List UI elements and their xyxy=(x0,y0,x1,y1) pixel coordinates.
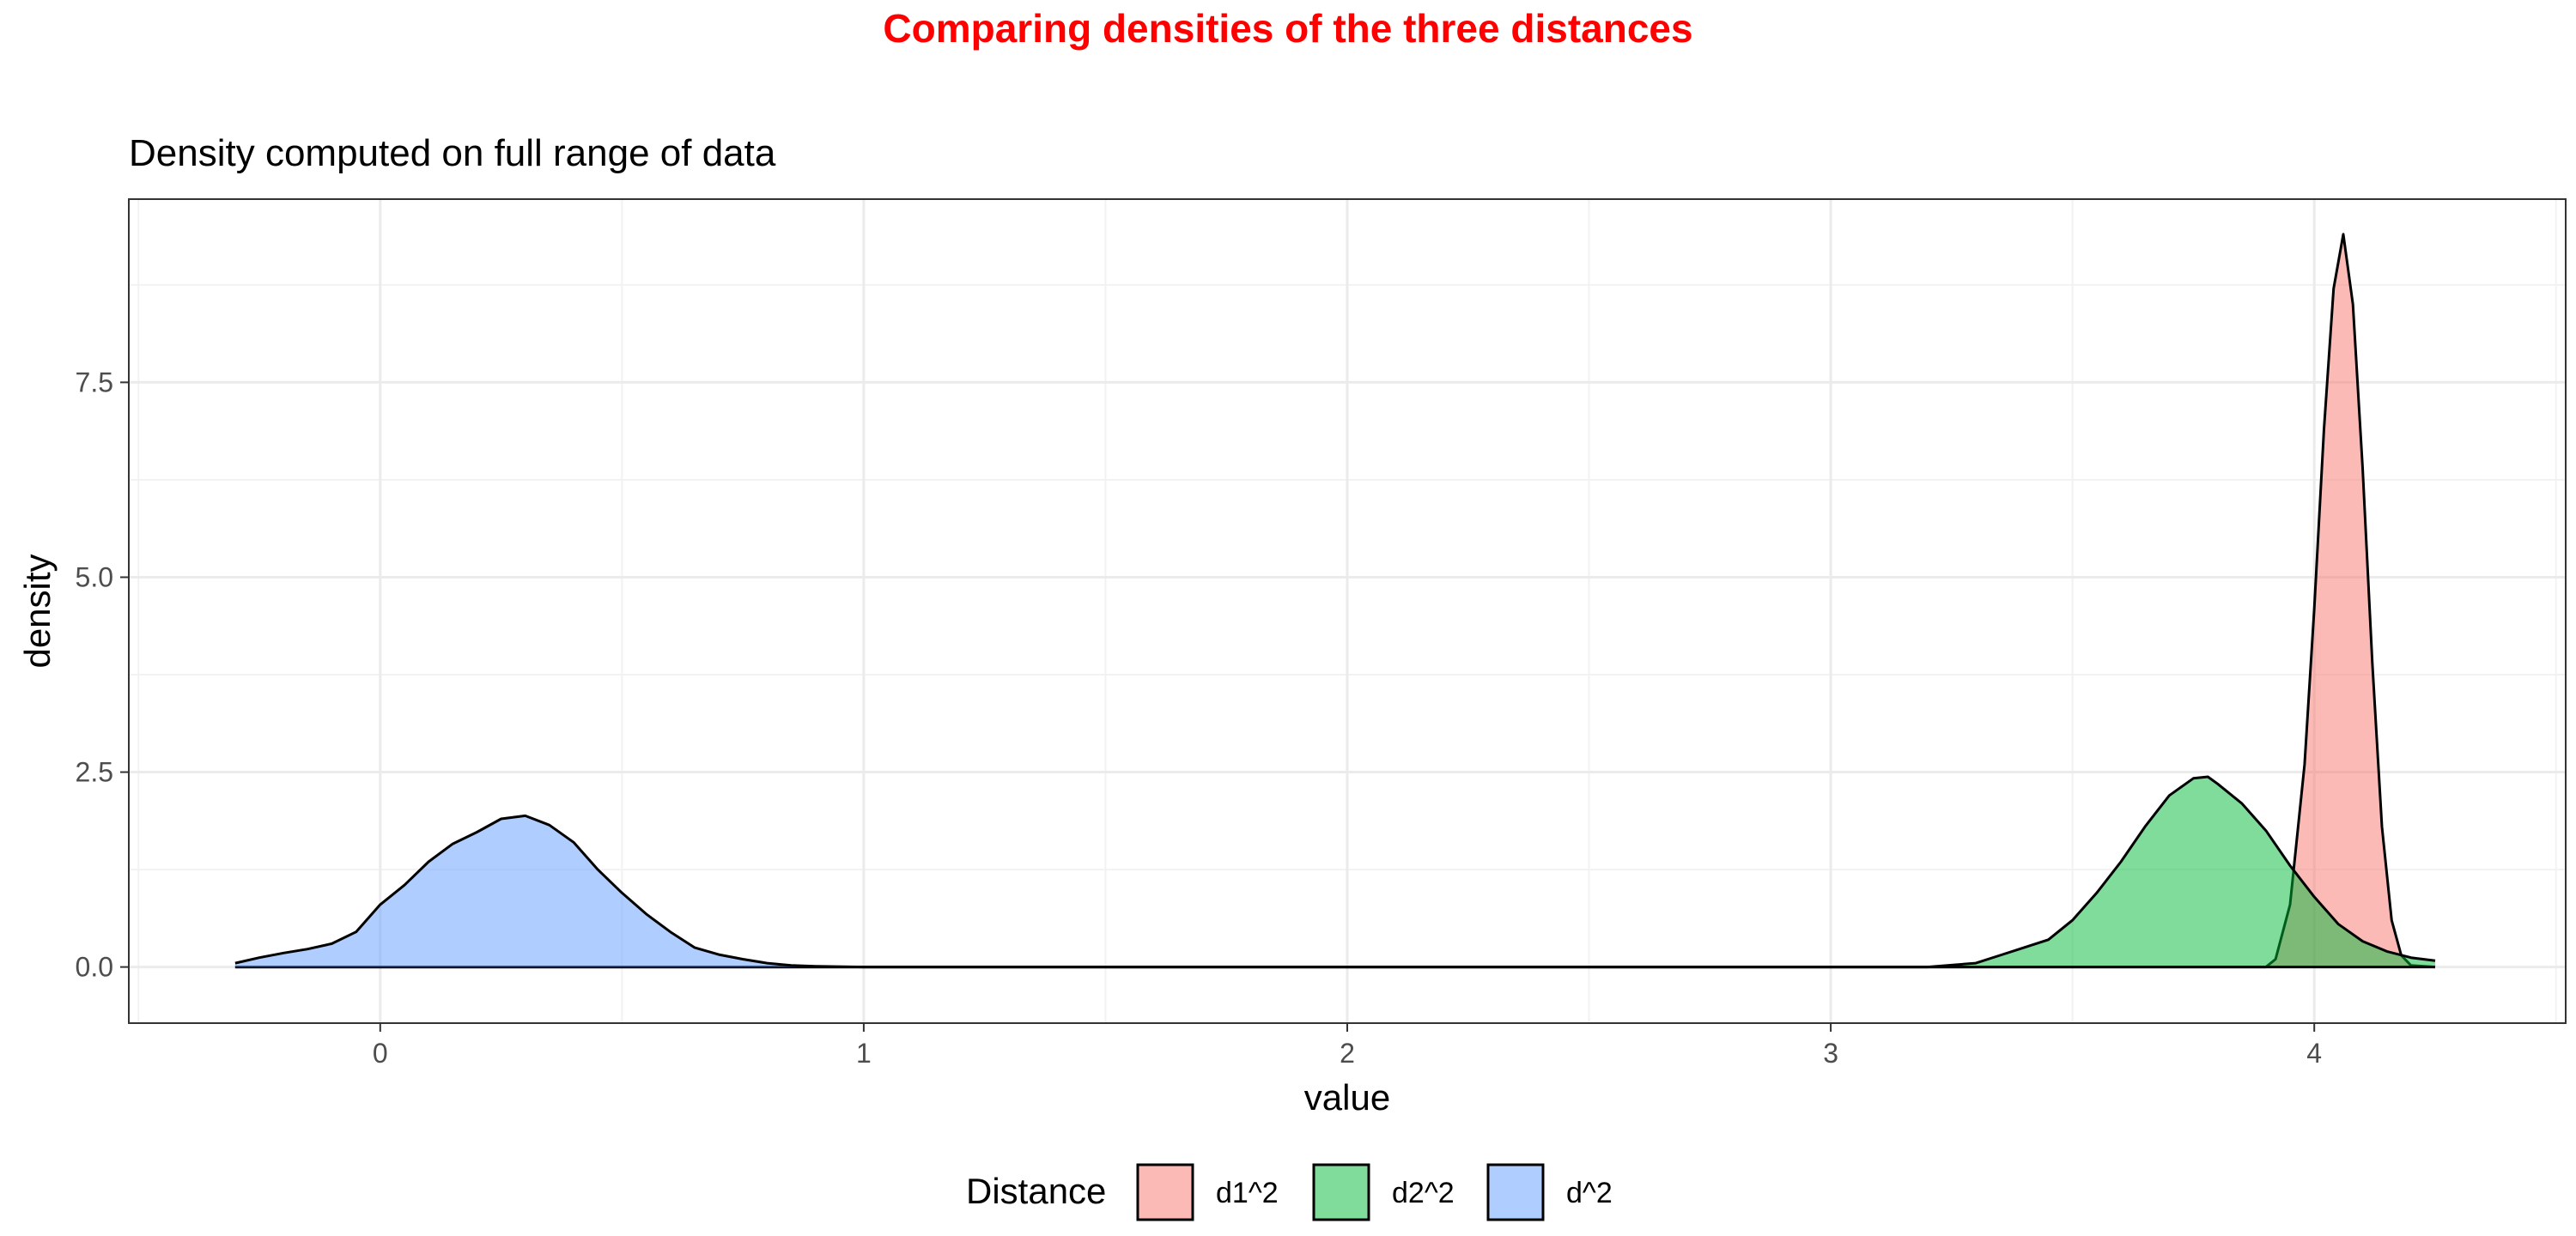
x-tick-label: 0 xyxy=(373,1038,388,1069)
density-area-d2-2 xyxy=(234,777,2436,967)
y-tick-label: 0.0 xyxy=(76,952,113,983)
legend-title: Distance xyxy=(966,1171,1106,1211)
legend-key-d-2 xyxy=(1486,1163,1545,1221)
density-area-d-2 xyxy=(234,815,2436,967)
y-tick-label: 2.5 xyxy=(76,757,113,788)
density-outline-d2-2 xyxy=(234,775,2436,969)
series-layer xyxy=(234,233,2436,969)
legend-label-d2-2: d2^2 xyxy=(1392,1177,1455,1209)
x-tick-label: 4 xyxy=(2306,1038,2322,1069)
axis-layer: 0 1 2 3 4 0.0 2.5 5.0 7.5 xyxy=(76,367,2323,1069)
y-tick-label: 7.5 xyxy=(76,367,113,397)
chart-subtitle: Density computed on full range of data xyxy=(129,132,776,174)
y-tick-label: 5.0 xyxy=(76,561,113,592)
legend-key-d1-2 xyxy=(1136,1163,1194,1221)
x-axis-title: value xyxy=(1304,1077,1390,1118)
x-tick-label: 3 xyxy=(1823,1038,1838,1069)
legend-key-d2-2 xyxy=(1312,1163,1370,1221)
x-tick-label: 2 xyxy=(1340,1038,1355,1069)
x-tick-label: 1 xyxy=(856,1038,872,1069)
y-axis-title: density xyxy=(17,554,58,668)
legend: Distance d1^2 d2^2 d^2 xyxy=(966,1163,1613,1221)
chart-title: Comparing densities of the three distanc… xyxy=(883,6,1693,51)
density-outline-d-2 xyxy=(234,814,2435,969)
legend-label-d-2: d^2 xyxy=(1566,1177,1613,1209)
legend-label-d1-2: d1^2 xyxy=(1216,1177,1279,1209)
